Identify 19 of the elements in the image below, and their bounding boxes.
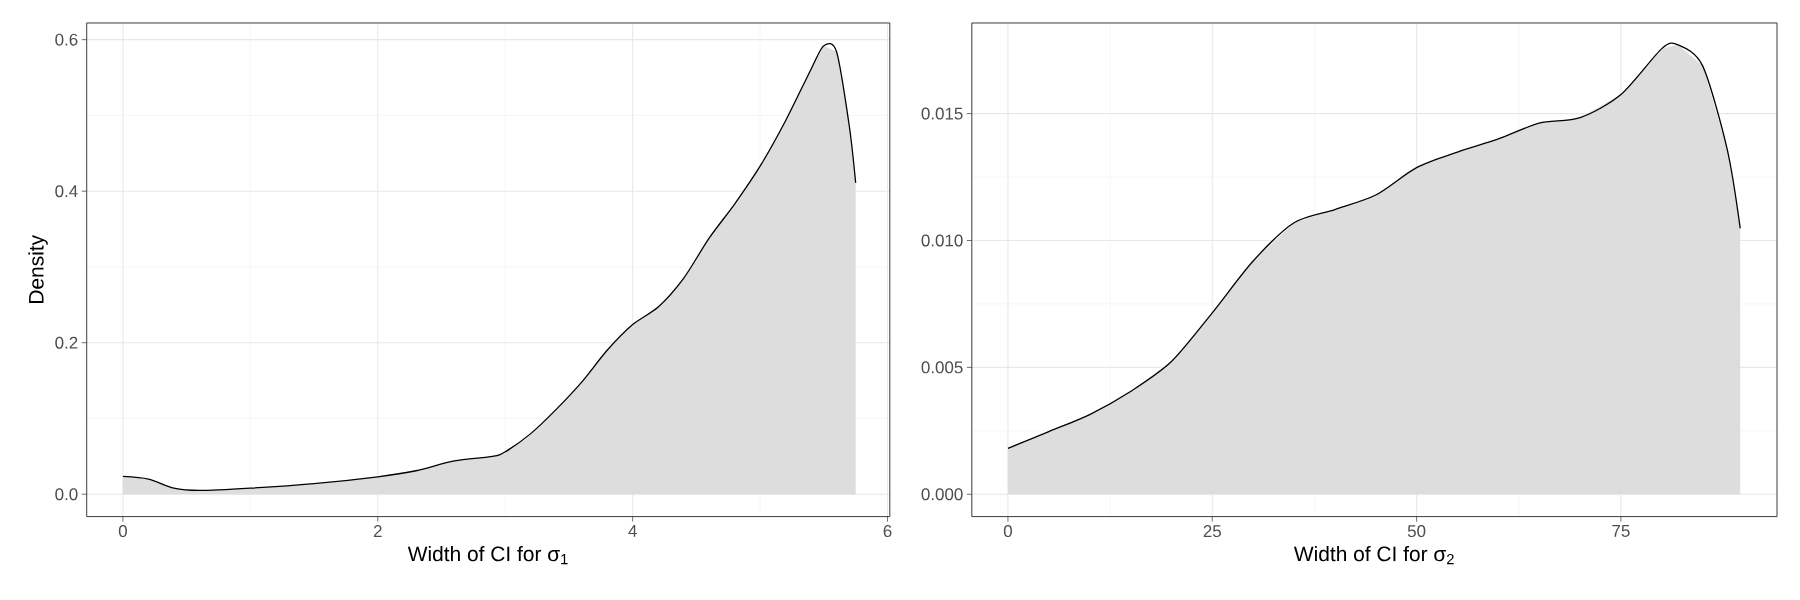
x-tick-label: 0 (118, 525, 127, 538)
y-tick-label: 0.010 (921, 234, 963, 247)
x-axis-title: Width of CI for σ$_{2}$ (1293, 545, 1454, 565)
y-axis-title: Density (28, 234, 48, 303)
x-tick-label: 6 (883, 525, 892, 538)
y-tick-label: 0.4 (55, 185, 78, 198)
y-tick-label: 0.0 (55, 488, 78, 501)
y-tick-label: 0.005 (921, 361, 963, 374)
x-axis-title: Width of CI for σ$_{1}$ (407, 545, 568, 565)
x-tick-label: 25 (1203, 525, 1221, 538)
x-tick-label: 0 (1003, 525, 1012, 538)
x-tick-label: 4 (628, 525, 637, 537)
x-tick-label: 2 (373, 525, 382, 537)
x-tick-label: 50 (1407, 525, 1426, 538)
y-tick-label: 0.6 (55, 33, 78, 46)
y-tick-label: 0.015 (921, 107, 963, 120)
y-tick-label: 0.000 (921, 488, 963, 501)
y-tick-label: 0.2 (55, 336, 78, 349)
x-tick-label: 75 (1612, 525, 1630, 537)
